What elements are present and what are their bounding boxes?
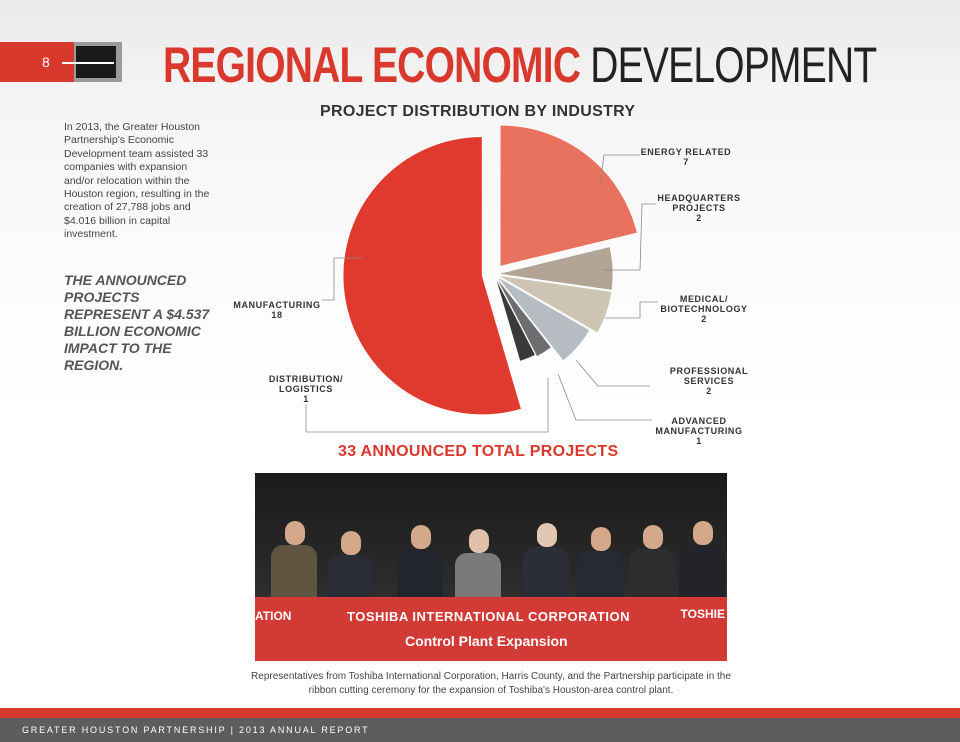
banner-event-text: Control Plant Expansion xyxy=(405,633,568,649)
pie-slice xyxy=(495,277,552,357)
page-tab-line xyxy=(62,62,114,64)
pie-chart: ENERGY RELATED7HEADQUARTERSPROJECTS2MEDI… xyxy=(233,124,748,446)
impact-statement: THE ANNOUNCED PROJECTS REPRESENT A $4.53… xyxy=(64,272,210,373)
slice-category-label: MANUFACTURING xyxy=(655,426,742,436)
chart-title: PROJECT DISTRIBUTION BY INDUSTRY xyxy=(320,103,636,120)
leader-line xyxy=(575,359,650,387)
slice-category-label: BIOTECHNOLOGY xyxy=(660,304,747,314)
slice-category-label: ADVANCED xyxy=(671,416,726,426)
slice-category-label: PROFESSIONAL xyxy=(670,366,748,376)
pie-slice xyxy=(497,275,612,334)
photo-caption: Representatives from Toshiba Internation… xyxy=(251,671,731,696)
leader-line xyxy=(322,257,362,301)
pie-slice xyxy=(342,136,522,416)
slice-category-label: DISTRIBUTION/ xyxy=(269,374,343,384)
banner-right-text: TOSHIE xyxy=(680,607,725,621)
footer-accent-bar xyxy=(0,708,960,718)
page-title-part1: REGIONAL ECONOMIC xyxy=(163,37,581,93)
intro-paragraph: In 2013, the Greater Houston Partnership… xyxy=(64,121,210,241)
slice-value-label: 2 xyxy=(696,213,702,223)
slice-category-label: PROJECTS xyxy=(672,203,725,213)
leader-line xyxy=(604,203,656,271)
pie-slice xyxy=(499,124,638,267)
slice-category-label: HEADQUARTERS xyxy=(657,193,740,203)
slice-value-label: 2 xyxy=(701,314,707,324)
total-projects-label: 33 ANNOUNCED TOTAL PROJECTS xyxy=(338,443,619,460)
leader-line xyxy=(557,373,652,421)
leader-line xyxy=(599,154,640,186)
slice-category-label: ENERGY RELATED xyxy=(641,147,732,157)
leader-line xyxy=(605,301,658,319)
pie-slice xyxy=(495,277,536,362)
footer-bar: GREATER HOUSTON PARTNERSHIP | 2013 ANNUA… xyxy=(0,718,960,742)
slice-value-label: 1 xyxy=(696,436,702,446)
page-tab-red-block xyxy=(0,42,74,82)
slice-value-label: 2 xyxy=(706,386,712,396)
slice-value-label: 1 xyxy=(303,394,309,404)
ribbon-cutting-photo: ATION TOSHIBA INTERNATIONAL CORPORATION … xyxy=(255,473,727,661)
slice-value-label: 7 xyxy=(683,157,689,167)
leader-line xyxy=(305,378,549,433)
pie-slice xyxy=(497,246,614,291)
footer-text: GREATER HOUSTON PARTNERSHIP | 2013 ANNUA… xyxy=(22,725,370,735)
slice-category-label: MEDICAL/ xyxy=(680,294,728,304)
slice-category-label: LOGISTICS xyxy=(279,384,333,394)
slice-category-label: SERVICES xyxy=(684,376,734,386)
page-number-tab: 8 xyxy=(0,42,122,82)
slice-value-label: 18 xyxy=(271,310,282,320)
banner-left-text: ATION xyxy=(255,609,292,623)
photo-banner xyxy=(255,597,727,661)
slice-category-label: MANUFACTURING xyxy=(233,300,320,310)
pie-slice xyxy=(496,276,591,362)
banner-company-text: TOSHIBA INTERNATIONAL CORPORATION xyxy=(347,609,630,624)
page-title: REGIONAL ECONOMIC DEVELOPMENT xyxy=(163,36,877,94)
page-title-part2: DEVELOPMENT xyxy=(590,37,877,93)
page-number: 8 xyxy=(42,54,50,70)
